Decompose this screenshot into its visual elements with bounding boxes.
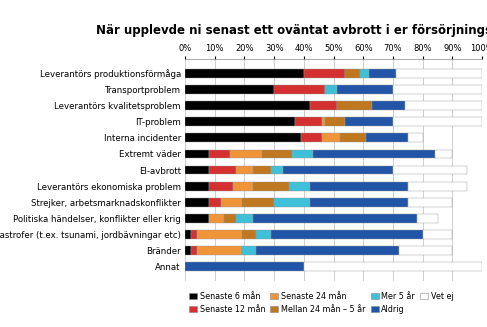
Bar [337,85,393,94]
Bar [393,85,482,94]
Bar [372,101,405,110]
Bar [185,149,209,158]
Bar [399,246,452,255]
Bar [274,198,310,207]
Bar [209,182,233,191]
Bar [262,149,292,158]
Bar [408,198,452,207]
Bar [304,262,482,271]
Bar [289,182,310,191]
Bar [292,149,313,158]
Bar [417,214,437,223]
Bar [271,165,283,175]
Bar [253,165,271,175]
Bar [405,101,482,110]
Bar [310,198,408,207]
Bar [185,117,295,126]
Bar [310,182,408,191]
Bar [295,117,322,126]
Bar [325,117,345,126]
Bar [322,133,339,142]
Bar [283,165,393,175]
Bar [185,198,209,207]
Bar [233,182,253,191]
Legend: Senaste 6 mån, Senaste 12 mån, Senaste 24 mån, Mellan 24 mån – 5 år, Mer 5 år, A: Senaste 6 mån, Senaste 12 mån, Senaste 2… [189,292,453,314]
Bar [345,69,360,78]
Bar [396,69,482,78]
Bar [185,230,191,239]
Bar [360,69,369,78]
Bar [310,101,337,110]
Bar [242,198,274,207]
Bar [256,246,399,255]
Bar [271,230,423,239]
Bar [185,101,310,110]
Bar [185,246,191,255]
Bar [185,182,209,191]
Bar [313,149,434,158]
Bar [301,133,322,142]
Bar [337,101,372,110]
Bar [408,182,467,191]
Bar [209,165,236,175]
Bar [322,117,325,126]
Bar [197,246,242,255]
Bar [185,69,304,78]
Bar [423,230,452,239]
Bar [366,133,408,142]
Bar [191,230,197,239]
Bar [209,214,224,223]
Bar [345,117,393,126]
Bar [209,149,230,158]
Bar [224,214,236,223]
Bar [236,214,253,223]
Bar [369,69,396,78]
Bar [242,230,256,239]
Bar [393,117,482,126]
Bar [304,69,345,78]
Bar [185,262,304,271]
Bar [221,198,242,207]
Bar [230,149,262,158]
Bar [434,149,452,158]
Bar [256,230,271,239]
Bar [185,133,301,142]
Bar [339,133,366,142]
Bar [325,85,337,94]
Bar [393,165,468,175]
Bar [236,165,253,175]
Bar [197,230,242,239]
Bar [185,214,209,223]
Bar [408,133,423,142]
Bar [185,85,274,94]
Bar [274,85,325,94]
Bar [253,182,289,191]
Bar [253,214,417,223]
Bar [242,246,256,255]
Title: När upplevde ni senast ett oväntat avbrott i er försörjningskedja p.g.a.: När upplevde ni senast ett oväntat avbro… [96,24,487,37]
Bar [191,246,197,255]
Bar [209,198,221,207]
Bar [185,165,209,175]
